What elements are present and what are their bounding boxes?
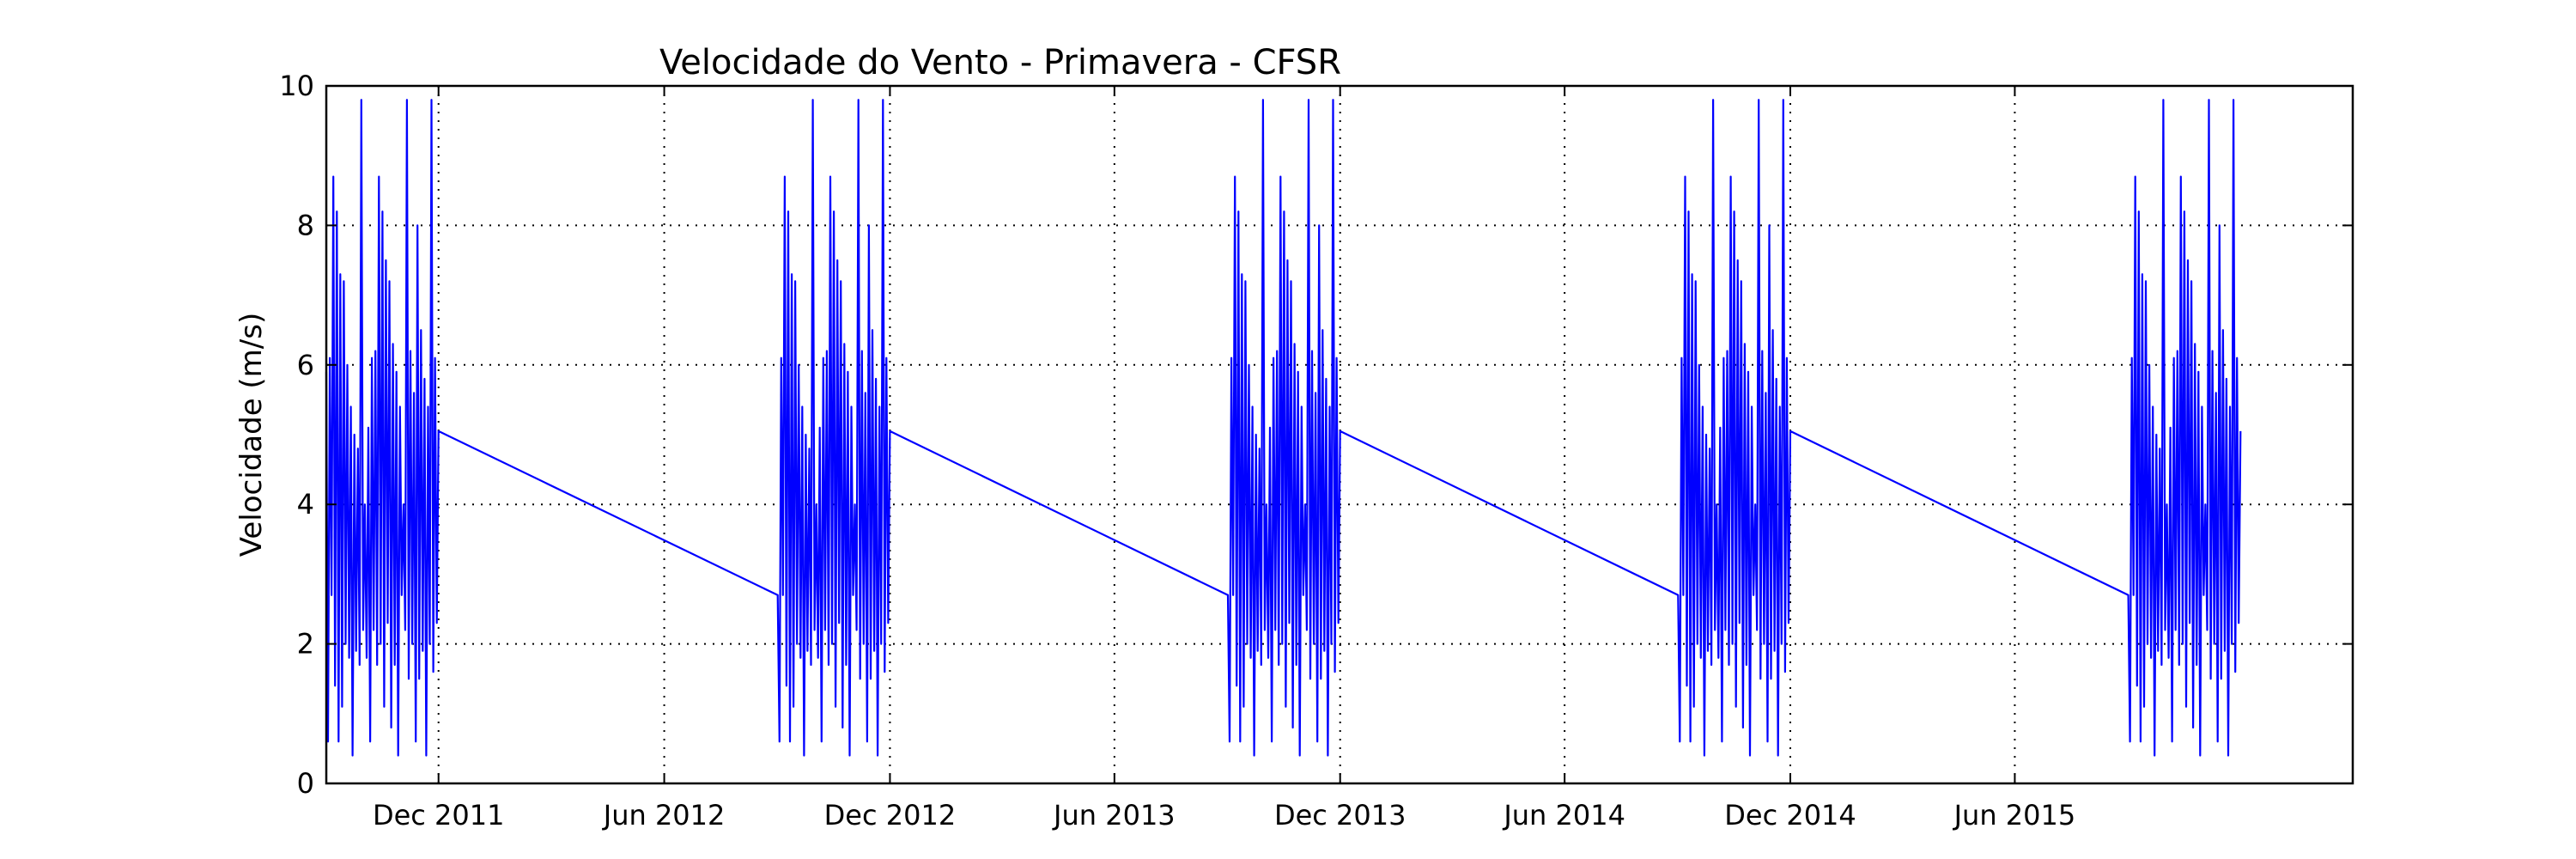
x-tick-label: Dec 2011 xyxy=(373,799,505,832)
wind-speed-series-line xyxy=(325,99,2242,757)
y-tick-label: 6 xyxy=(297,349,314,381)
axis-ticks xyxy=(326,85,2353,784)
y-tick-label: 4 xyxy=(297,488,314,521)
x-axis-tick-labels: Dec 2011 Jun 2012 Dec 2012 Jun 2013 Dec 2013… xyxy=(373,799,2075,832)
x-tick-label: Dec 2012 xyxy=(824,799,957,832)
y-tick-label: 2 xyxy=(297,628,314,661)
x-tick-label: Dec 2014 xyxy=(1724,799,1856,832)
y-tick-label: 0 xyxy=(297,767,314,800)
x-tick-label: Dec 2013 xyxy=(1274,799,1406,832)
x-tick-label: Jun 2013 xyxy=(1052,799,1176,832)
y-axis-tick-labels: 0 2 4 6 8 10 xyxy=(279,70,314,800)
x-tick-label: Jun 2014 xyxy=(1502,799,1625,832)
x-tick-label: Jun 2015 xyxy=(1953,799,2076,832)
chart-title: Velocidade do Vento - Primavera - CFSR xyxy=(659,43,1341,82)
x-tick-label: Jun 2012 xyxy=(602,799,726,832)
y-tick-label: 8 xyxy=(297,209,314,241)
series-area xyxy=(325,99,2242,757)
y-tick-label: 10 xyxy=(279,70,314,102)
y-axis-label: Velocidade (m/s) xyxy=(234,313,269,557)
